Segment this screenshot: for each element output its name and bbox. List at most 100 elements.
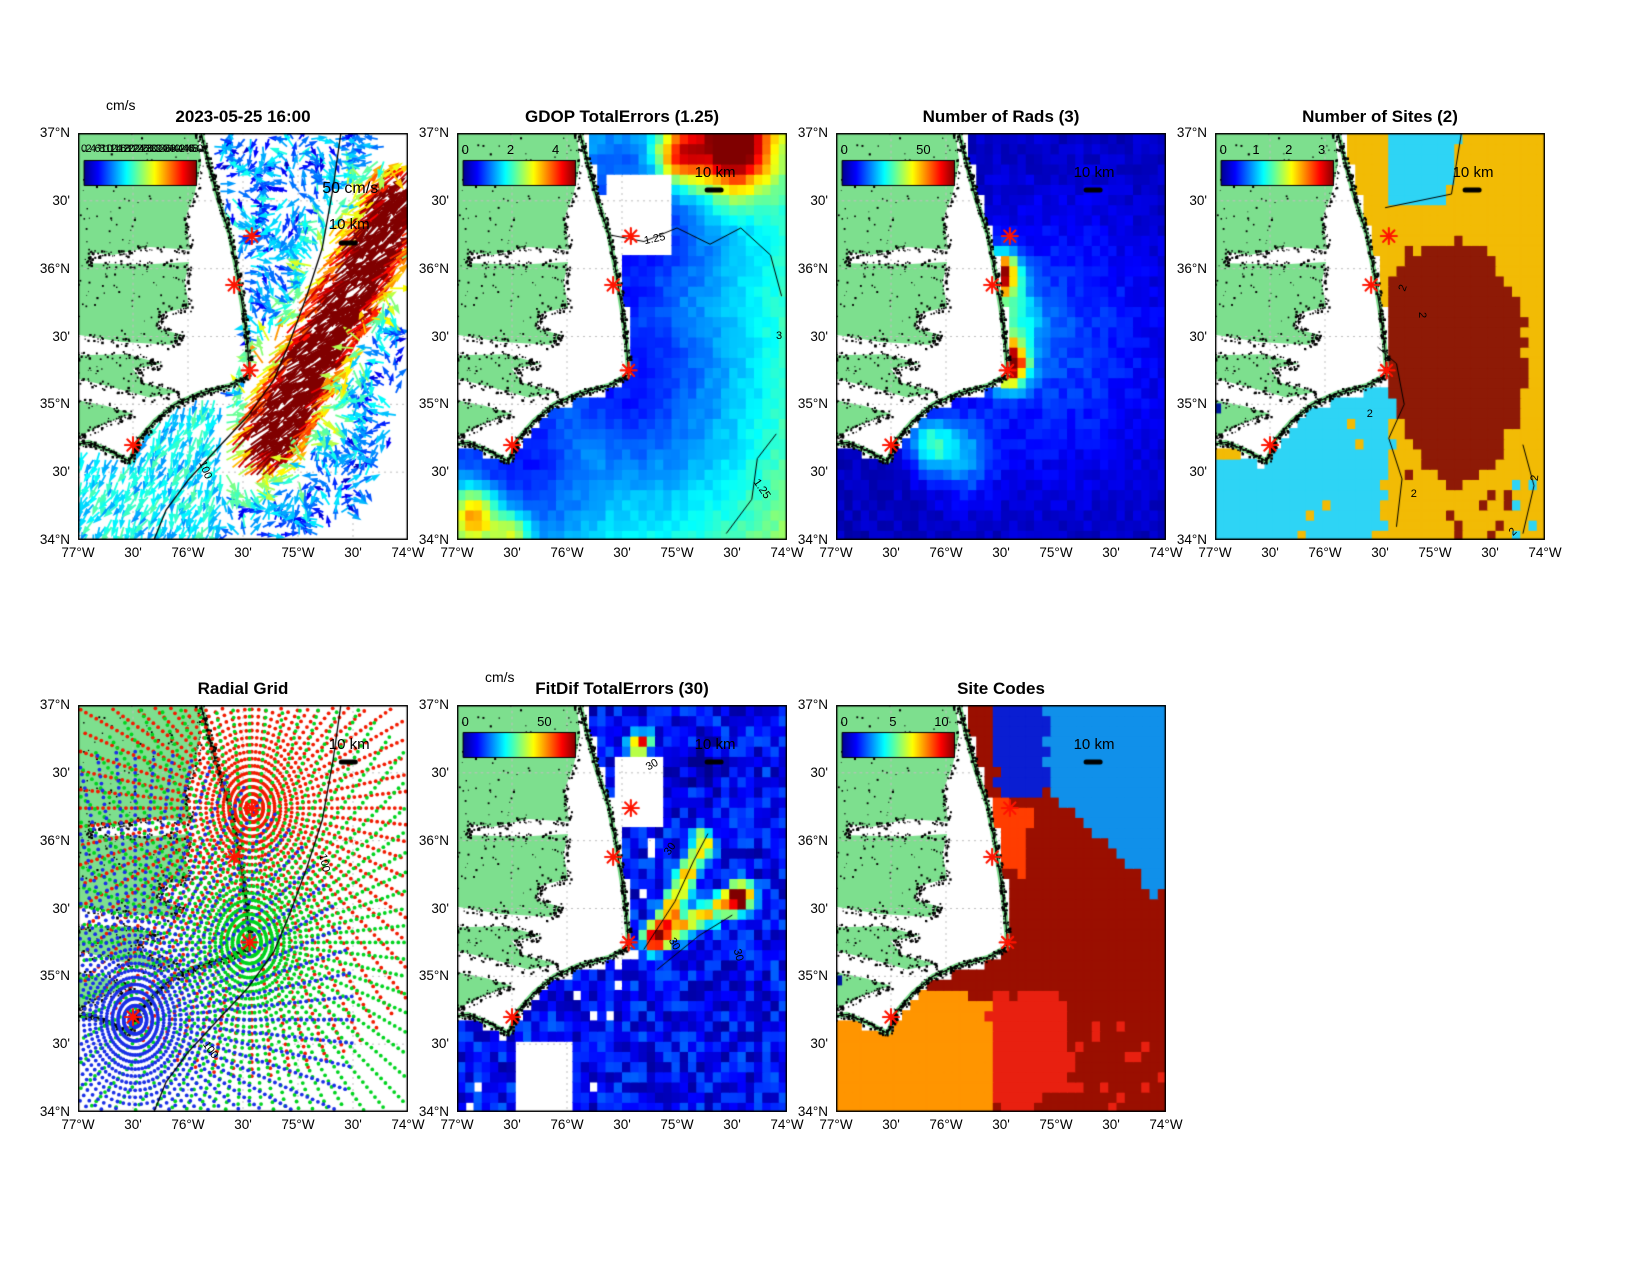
site-codes-cbtick-2: 10	[934, 714, 949, 729]
total-vectors-cbtick-9: 18	[118, 143, 131, 155]
total-vectors-cbtick-8: 16	[114, 143, 127, 155]
radial-grid-xtick-6: 74°W	[391, 1117, 425, 1132]
number-of-sites-title: Number of Sites (2)	[1302, 107, 1458, 126]
site-codes-map-canvas	[836, 705, 1166, 1112]
fitdif-total-errors-ytick-3: 30'	[431, 900, 449, 916]
fitdif-total-errors-xtick-4: 75°W	[660, 1117, 694, 1132]
number-of-rads-xtick-1: 30'	[882, 545, 900, 560]
fitdif-total-errors-ytick-1: 30'	[431, 764, 449, 780]
number-of-rads-ytick-3: 30'	[810, 328, 828, 344]
total-vectors-cbtick-25: 50	[190, 143, 204, 155]
number-of-sites-annotation-0: 10 km	[1452, 163, 1494, 181]
site-codes-xtick-4: 75°W	[1039, 1117, 1073, 1132]
total-vectors-xtick-2: 76°W	[171, 545, 205, 560]
number-of-sites-contour-label-3: 2	[1410, 488, 1417, 501]
number-of-rads-cbtick-1: 50	[916, 142, 931, 157]
number-of-rads-ytick-6: 34°N	[797, 532, 828, 547]
gdop-total-errors-xtick-5: 30'	[723, 545, 741, 560]
fitdif-total-errors-ytick-4: 35°N	[418, 968, 449, 984]
number-of-sites-ytick-2: 36°N	[1176, 260, 1207, 276]
number-of-sites-contour-label-5: 2	[1528, 474, 1542, 482]
number-of-rads-map-canvas	[836, 133, 1166, 540]
site-codes-xtick-3: 30'	[992, 1117, 1010, 1132]
number-of-rads-ytick-0: 37°N	[797, 125, 828, 140]
site-codes-title: Site Codes	[957, 679, 1045, 698]
radial-grid-annotation-0: 10 km	[328, 735, 370, 753]
total-vectors-cbtick-5: 10	[100, 143, 113, 155]
fitdif-total-errors-xtick-1: 30'	[503, 1117, 521, 1132]
number-of-sites-ytick-5: 30'	[1189, 464, 1207, 480]
number-of-rads-cbtick-0: 0	[840, 142, 848, 157]
total-vectors-xtick-6: 74°W	[391, 545, 425, 560]
number-of-rads-ytick-5: 30'	[810, 464, 828, 480]
site-codes-xtick-6: 74°W	[1149, 1117, 1183, 1132]
fitdif-total-errors-xtick-2: 76°W	[550, 1117, 584, 1132]
total-vectors-cbtick-23: 46	[181, 143, 195, 155]
fitdif-total-errors-ytick-6: 34°N	[418, 1104, 449, 1119]
site-codes-ytick-4: 35°N	[797, 968, 828, 984]
fitdif-total-errors-xtick-6: 74°W	[770, 1117, 804, 1132]
gdop-total-errors-cbtick-2: 4	[552, 142, 560, 157]
total-vectors-cbtick-14: 28	[141, 143, 154, 155]
site-codes-ytick-1: 30'	[810, 764, 828, 780]
site-codes-xtick-2: 76°W	[929, 1117, 963, 1132]
number-of-sites-ytick-1: 30'	[1189, 192, 1207, 208]
radial-grid-ytick-3: 30'	[52, 900, 70, 916]
number-of-rads-ytick-2: 36°N	[797, 260, 828, 276]
number-of-sites-xtick-6: 74°W	[1528, 545, 1562, 560]
gdop-total-errors-xtick-3: 30'	[613, 545, 631, 560]
gdop-total-errors-title: GDOP TotalErrors (1.25)	[525, 107, 719, 126]
fitdif-total-errors-cbtick-0: 0	[461, 714, 469, 729]
radial-grid-xtick-2: 76°W	[171, 1117, 205, 1132]
number-of-sites-map-canvas	[1215, 133, 1545, 540]
number-of-sites-cbtick-2: 2	[1285, 142, 1293, 157]
number-of-rads-xtick-4: 75°W	[1039, 545, 1073, 560]
total-vectors-cbtick-6: 12	[104, 143, 118, 155]
site-codes-ytick-2: 36°N	[797, 832, 828, 848]
total-vectors-ytick-6: 34°N	[39, 532, 70, 547]
gdop-total-errors-ytick-1: 30'	[431, 192, 449, 208]
number-of-sites-xtick-0: 77°W	[1198, 545, 1232, 560]
total-vectors-cbtick-7: 14	[109, 143, 122, 155]
number-of-rads-xtick-0: 77°W	[819, 545, 853, 560]
gdop-total-errors-ytick-2: 36°N	[418, 260, 449, 276]
total-vectors-ytick-3: 30'	[52, 328, 70, 344]
total-vectors-cbtick-2: 4	[89, 143, 97, 155]
gdop-total-errors-xtick-2: 76°W	[550, 545, 584, 560]
total-vectors-cbtick-21: 42	[172, 143, 186, 155]
total-vectors-cbtick-12: 24	[132, 143, 145, 155]
radial-grid-ytick-6: 34°N	[39, 1104, 70, 1119]
radial-grid-title: Radial Grid	[197, 679, 289, 698]
total-vectors-cbtick-11: 22	[127, 143, 140, 155]
site-codes-ytick-0: 37°N	[797, 697, 828, 712]
fitdif-total-errors-xtick-0: 77°W	[440, 1117, 474, 1132]
gdop-total-errors-map-canvas	[457, 133, 787, 540]
total-vectors-cbtick-17: 34	[154, 143, 167, 155]
gdop-total-errors-xtick-1: 30'	[503, 545, 521, 560]
site-codes-ytick-3: 30'	[810, 900, 828, 916]
number-of-sites-xtick-5: 30'	[1481, 545, 1499, 560]
total-vectors-xtick-3: 30'	[234, 545, 252, 560]
total-vectors-cbtick-16: 32	[150, 143, 163, 155]
total-vectors-title: 2023-05-25 16:00	[175, 107, 311, 126]
number-of-sites-ytick-6: 34°N	[1176, 532, 1207, 547]
total-vectors-cbtick-0: 0	[80, 143, 88, 155]
gdop-total-errors-annotation-0: 10 km	[694, 163, 736, 181]
gdop-total-errors-xtick-0: 77°W	[440, 545, 474, 560]
gdop-total-errors-ytick-3: 30'	[431, 328, 449, 344]
fitdif-total-errors-ytick-0: 37°N	[418, 697, 449, 712]
total-vectors-annotation-1: 10 km	[328, 216, 370, 234]
total-vectors-cbtick-19: 38	[163, 143, 176, 155]
total-vectors-xtick-5: 30'	[344, 545, 362, 560]
gdop-total-errors-xtick-4: 75°W	[660, 545, 694, 560]
site-codes-ytick-5: 30'	[810, 1036, 828, 1052]
fitdif-total-errors-xtick-5: 30'	[723, 1117, 741, 1132]
fitdif-total-errors-ytick-5: 30'	[431, 1036, 449, 1052]
site-codes-cbtick-1: 5	[889, 714, 897, 729]
total-vectors-cbtick-13: 26	[136, 143, 149, 155]
number-of-rads-xtick-5: 30'	[1102, 545, 1120, 560]
number-of-sites-xtick-3: 30'	[1371, 545, 1389, 560]
number-of-sites-contour-label-2: 2	[1366, 408, 1373, 421]
site-codes-ytick-6: 34°N	[797, 1104, 828, 1119]
